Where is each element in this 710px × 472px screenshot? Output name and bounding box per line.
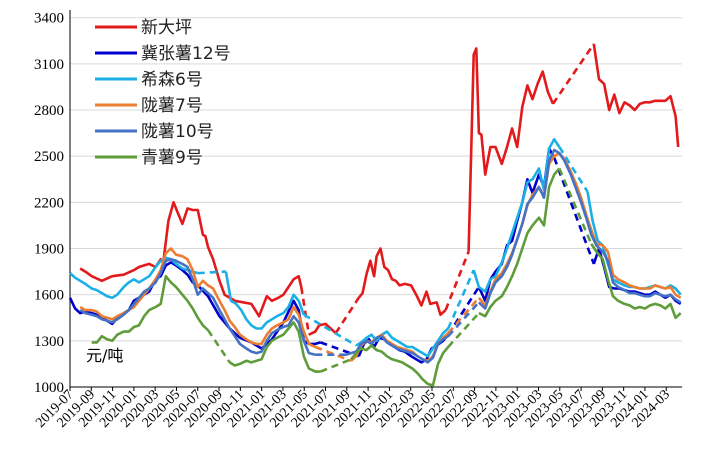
series-gap-dash bbox=[447, 296, 480, 334]
series-line bbox=[350, 344, 450, 387]
series-gap-dash bbox=[447, 312, 480, 348]
legend-label: 陇薯7号 bbox=[141, 96, 203, 116]
series-line bbox=[477, 148, 682, 310]
series-layer bbox=[68, 43, 682, 387]
series-gap-dash bbox=[299, 286, 311, 335]
series-1 bbox=[79, 43, 680, 336]
y-tick-label: 1300 bbox=[34, 334, 64, 350]
series-6 bbox=[91, 167, 682, 387]
series-gap-dash bbox=[303, 313, 357, 347]
series-4 bbox=[79, 151, 682, 363]
legend-label: 冀张薯12号 bbox=[141, 44, 231, 64]
series-line bbox=[467, 47, 555, 252]
series-line bbox=[355, 327, 450, 358]
series-line bbox=[592, 43, 680, 148]
series-line bbox=[357, 247, 447, 317]
series-gap-dash bbox=[447, 286, 480, 336]
series-gap-dash bbox=[447, 301, 480, 338]
y-tick-label: 3100 bbox=[34, 57, 64, 73]
series-line bbox=[79, 257, 316, 356]
series-gap-dash bbox=[206, 329, 231, 364]
y-tick-label: 1900 bbox=[34, 242, 64, 258]
series-gap-dash bbox=[446, 269, 475, 330]
series-gap-dash bbox=[551, 43, 595, 105]
series-gap-dash bbox=[334, 297, 360, 334]
series-line bbox=[308, 322, 337, 336]
series-line bbox=[590, 243, 682, 320]
series-line bbox=[229, 321, 321, 373]
legend-label: 希森6号 bbox=[141, 70, 203, 90]
series-line bbox=[79, 247, 316, 349]
legend-label: 青薯9号 bbox=[141, 148, 203, 168]
series-gap-dash bbox=[319, 358, 352, 373]
y-tick-label: 2200 bbox=[34, 195, 64, 211]
legend-label: 陇薯10号 bbox=[141, 122, 214, 142]
series-gap-dash bbox=[444, 251, 470, 311]
y-unit-label: 元/吨 bbox=[86, 346, 123, 365]
y-tick-label: 2500 bbox=[34, 149, 64, 165]
y-tick-label: 3400 bbox=[34, 11, 64, 27]
series-line bbox=[91, 274, 209, 344]
y-tick-label: 2800 bbox=[34, 103, 64, 119]
legend-label: 新大坪 bbox=[141, 18, 192, 38]
series-5 bbox=[79, 148, 682, 364]
series-gap-dash bbox=[314, 345, 352, 363]
series-line bbox=[586, 191, 682, 296]
series-line bbox=[224, 271, 306, 330]
series-gap-dash bbox=[558, 146, 589, 193]
axis-layer: 1000130016001900220025002800310034002019… bbox=[33, 10, 682, 431]
series-2 bbox=[68, 147, 682, 364]
series-gap-dash bbox=[558, 167, 593, 245]
y-tick-label: 1600 bbox=[34, 288, 64, 304]
series-gap-dash bbox=[553, 157, 596, 265]
series-gap-dash bbox=[319, 341, 360, 358]
series-line bbox=[345, 334, 449, 364]
series-line bbox=[69, 256, 199, 300]
y-tick-label: 1000 bbox=[34, 380, 64, 396]
series-line bbox=[478, 167, 561, 318]
series-line bbox=[79, 201, 303, 318]
series-gap-dash bbox=[197, 270, 226, 275]
